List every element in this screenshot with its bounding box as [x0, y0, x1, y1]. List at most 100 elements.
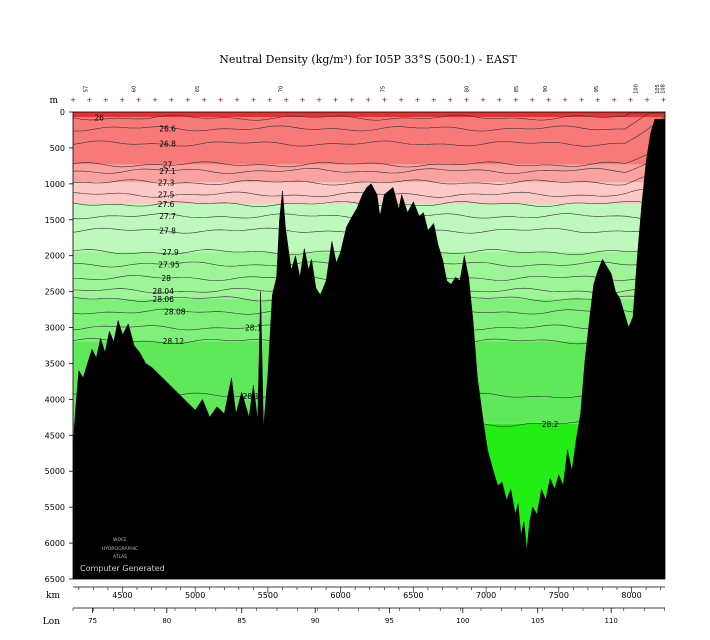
station-tick: +	[349, 96, 355, 104]
depth-unit-label: m	[49, 96, 58, 106]
plot-frame	[72, 111, 666, 580]
density-band-2	[73, 164, 665, 183]
depth-tick-label-0: 0	[60, 108, 65, 117]
station-tick: +	[529, 96, 535, 104]
station-tick: +	[267, 96, 273, 104]
station-label-4: 75	[380, 86, 386, 92]
station-tick: +	[431, 96, 437, 104]
depth-tick-label-5500: 5500	[45, 503, 65, 512]
lon-tick-label-110: 110	[604, 617, 617, 625]
atlas-logo-line-3: ATLAS	[113, 554, 127, 560]
depth-tick-label-4500: 4500	[45, 431, 65, 440]
station-label-7: 90	[543, 86, 549, 92]
station-tick: +	[185, 96, 191, 104]
lon-axis: 75 80 85 90 95 100 105 110	[72, 607, 665, 625]
contour-label-28-12: 28.12	[163, 337, 185, 346]
station-tick: +	[562, 96, 568, 104]
contour-label-28-08: 28.08	[164, 308, 186, 317]
km-tick-label-7000: 7000	[476, 591, 496, 600]
station-tick: +	[234, 96, 240, 104]
km-tick-label-6500: 6500	[403, 591, 423, 600]
depth-tick-label-3000: 3000	[45, 324, 65, 333]
contour-label-26: 26	[94, 114, 104, 123]
station-tick: +	[578, 96, 584, 104]
station-tick: +	[136, 96, 142, 104]
station-tick: +	[365, 96, 371, 104]
station-tick: +	[103, 96, 109, 104]
contour-label-27: 27	[163, 160, 173, 169]
atlas-logo: WOCE HYDROGRAPHIC ATLAS	[102, 537, 138, 560]
station-tick: +	[300, 96, 306, 104]
contour-line-27	[73, 146, 665, 168]
depth-tick-label-2500: 2500	[45, 288, 65, 297]
station-label-10: 105	[655, 84, 661, 94]
contour-label-27-8: 27.8	[159, 227, 176, 236]
station-tick: +	[464, 96, 470, 104]
lon-tick-label-80: 80	[162, 617, 171, 625]
station-tick: +	[595, 96, 601, 104]
km-tick-label-7500: 7500	[549, 591, 569, 600]
lon-tick-label-85: 85	[237, 617, 246, 625]
contour-line-27-3	[73, 171, 665, 186]
station-label-6: 85	[514, 86, 520, 92]
density-band-1	[73, 117, 665, 165]
lon-tick-label-90: 90	[311, 617, 320, 625]
station-tick: +	[316, 96, 322, 104]
station-tick: +	[250, 96, 256, 104]
depth-axis: 0 500 1000 1500 2000 2500 3000 3500 4000 4500 5000…	[45, 108, 73, 584]
contour-label-27-1: 27.1	[159, 167, 176, 176]
contour-label-27-95: 27.95	[158, 260, 180, 269]
depth-tick-label-1000: 1000	[45, 180, 65, 189]
station-label-3: 70	[278, 86, 284, 92]
seafloor	[73, 118, 665, 579]
contour-label-28-14: 28.14	[243, 392, 265, 401]
km-axis: 4500 5000 5500 6000 6500 7000 7500 8000	[73, 586, 665, 600]
depth-tick-label-5000: 5000	[45, 467, 65, 476]
station-tick: +	[201, 96, 207, 104]
contour-line-26-8	[73, 116, 665, 147]
contour-label-28-1: 28.1	[245, 324, 262, 333]
station-tick: +	[546, 96, 552, 104]
station-tick: +	[70, 96, 76, 104]
station-tick: +	[283, 96, 289, 104]
contour-line-26	[73, 112, 665, 121]
contour-label-27-3: 27.3	[158, 178, 175, 187]
contour-label-27-6: 27.6	[158, 200, 175, 209]
station-tick: +	[447, 96, 453, 104]
station-markers: + + + + + + + + + + + + + + + + + + + + + + + + + + + + + + + + + + + + +57 6…	[70, 84, 666, 104]
lon-tick-label-95: 95	[385, 617, 394, 625]
station-tick: +	[480, 96, 486, 104]
station-tick: +	[332, 96, 338, 104]
bathymetry	[73, 118, 665, 579]
depth-tick-label-3500: 3500	[45, 359, 65, 368]
station-tick: +	[628, 96, 634, 104]
depth-tick-label-4000: 4000	[45, 395, 65, 404]
contour-label-28-04: 28.04	[152, 287, 174, 296]
station-label-9: 100	[633, 84, 639, 94]
km-unit-label: km	[46, 591, 60, 601]
km-tick-label-5000: 5000	[185, 591, 205, 600]
contour-label-28-2: 28.2	[542, 420, 559, 429]
station-tick: +	[644, 96, 650, 104]
lon-tick-label-105: 105	[531, 617, 544, 625]
station-label-0: 57	[84, 86, 90, 92]
station-tick: +	[660, 96, 666, 104]
station-label-2: 65	[195, 86, 201, 92]
contour-label-27-5: 27.5	[158, 191, 175, 200]
computer-generated-label: Computer Generated	[80, 564, 165, 573]
depth-tick-label-2000: 2000	[45, 252, 65, 261]
depth-tick-label-6000: 6000	[45, 539, 65, 548]
station-tick: +	[414, 96, 420, 104]
station-tick: +	[398, 96, 404, 104]
station-label-11: 108	[660, 84, 666, 94]
contour-label-26-8: 26.8	[159, 140, 176, 149]
contour-line-26-6	[73, 112, 665, 132]
lon-tick-label-75: 75	[88, 617, 97, 625]
station-tick: +	[168, 96, 174, 104]
contour-label-27-7: 27.7	[159, 212, 176, 221]
contour-label-28: 28	[161, 274, 171, 283]
contour-line-27-1	[73, 156, 665, 174]
km-tick-label-6000: 6000	[330, 591, 350, 600]
atlas-logo-line-1: WOCE	[113, 537, 127, 543]
